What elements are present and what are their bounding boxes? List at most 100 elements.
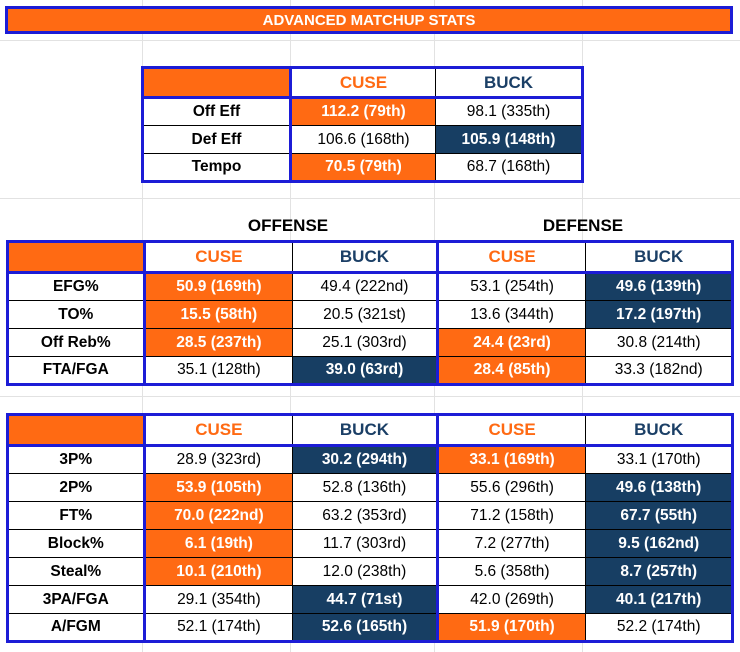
ft-defense-cuse-value: 71.2 (158th)	[436, 501, 587, 530]
row-label-to: TO%	[7, 300, 146, 329]
row-label-def-eff: Def Eff	[142, 125, 292, 154]
def-eff-buck-value: 105.9 (148th)	[435, 125, 583, 154]
row-label-tempo: Tempo	[142, 153, 292, 182]
offense-header-buck: BUCK	[292, 241, 439, 274]
3p-offense-cuse-value: 28.9 (323rd)	[143, 445, 294, 474]
row-label-3p: 3P%	[7, 445, 146, 474]
steal-defense-buck-value: 8.7 (257th)	[585, 557, 733, 586]
a-fgm-offense-buck-value: 52.6 (165th)	[292, 613, 439, 642]
row-label-off-reb: Off Reb%	[7, 328, 146, 357]
defense-header-buck: BUCK	[585, 241, 733, 274]
table-row: Off Reb% 28.5 (237th) 25.1 (303rd) 24.4 (23…	[7, 328, 733, 357]
ft-defense-buck-value: 67.7 (55th)	[585, 501, 733, 530]
table-row: 3P% 28.9 (323rd) 30.2 (294th) 33.1 (169th) 3…	[7, 445, 733, 474]
header-corner	[142, 67, 292, 99]
efg-defense-cuse-value: 53.1 (254th)	[436, 272, 587, 301]
2p-defense-cuse-value: 55.6 (296th)	[436, 473, 587, 502]
to-defense-buck-value: 17.2 (197th)	[585, 300, 733, 329]
gridline	[0, 40, 740, 41]
defense-header-buck: BUCK	[585, 414, 733, 447]
a-fgm-defense-buck-value: 52.2 (174th)	[585, 613, 733, 642]
table-row: Steal% 10.1 (210th) 12.0 (238th) 5.6 (358th…	[7, 557, 733, 586]
off-reb-offense-cuse-value: 28.5 (237th)	[143, 328, 294, 357]
2p-offense-buck-value: 52.8 (136th)	[292, 473, 439, 502]
efg-offense-cuse-value: 50.9 (169th)	[143, 272, 294, 301]
efg-offense-buck-value: 49.4 (222nd)	[292, 272, 439, 301]
2p-offense-cuse-value: 53.9 (105th)	[143, 473, 294, 502]
a-fgm-defense-cuse-value: 51.9 (170th)	[436, 613, 587, 642]
to-defense-cuse-value: 13.6 (344th)	[436, 300, 587, 329]
def-eff-cuse-value: 106.6 (168th)	[290, 125, 436, 154]
block-defense-buck-value: 9.5 (162nd)	[585, 529, 733, 558]
row-label-3pa-fga: 3PA/FGA	[7, 585, 146, 614]
steal-defense-cuse-value: 5.6 (358th)	[436, 557, 587, 586]
offense-header-cuse: CUSE	[143, 414, 294, 447]
defense-header-cuse: CUSE	[436, 241, 587, 274]
off-reb-defense-buck-value: 30.8 (214th)	[585, 328, 733, 357]
fta-fga-offense-buck-value: 39.0 (63rd)	[292, 356, 439, 385]
to-offense-buck-value: 20.5 (321st)	[292, 300, 439, 329]
table-row: 3PA/FGA 29.1 (354th) 44.7 (71st) 42.0 (269t…	[7, 585, 733, 614]
3pa-fga-defense-buck-value: 40.1 (217th)	[585, 585, 733, 614]
row-label-block: Block%	[7, 529, 146, 558]
to-offense-cuse-value: 15.5 (58th)	[143, 300, 294, 329]
tempo-buck-value: 68.7 (168th)	[435, 153, 583, 182]
ft-offense-buck-value: 63.2 (353rd)	[292, 501, 439, 530]
tempo-cuse-value: 70.5 (79th)	[290, 153, 436, 182]
steal-offense-buck-value: 12.0 (238th)	[292, 557, 439, 586]
table-row: 2P% 53.9 (105th) 52.8 (136th) 55.6 (296th) 4…	[7, 473, 733, 502]
table-row: FT% 70.0 (222nd) 63.2 (353rd) 71.2 (158th) 6…	[7, 501, 733, 530]
table-row: Off Eff 112.2 (79th) 98.1 (335th)	[142, 97, 583, 126]
3p-offense-buck-value: 30.2 (294th)	[292, 445, 439, 474]
table-row: FTA/FGA 35.1 (128th) 39.0 (63rd) 28.4 (85th…	[7, 356, 733, 385]
header-corner	[7, 241, 146, 274]
off-eff-buck-value: 98.1 (335th)	[435, 97, 583, 126]
page-title: ADVANCED MATCHUP STATS	[5, 6, 733, 34]
a-fgm-offense-cuse-value: 52.1 (174th)	[143, 613, 294, 642]
ft-offense-cuse-value: 70.0 (222nd)	[143, 501, 294, 530]
four-factors-table: CUSE BUCK CUSE BUCK EFG% 50.9 (169th) 49.4…	[6, 240, 734, 386]
defense-header-cuse: CUSE	[436, 414, 587, 447]
row-label-efg: EFG%	[7, 272, 146, 301]
row-label-off-eff: Off Eff	[142, 97, 292, 126]
block-defense-cuse-value: 7.2 (277th)	[436, 529, 587, 558]
defense-label: DEFENSE	[542, 216, 624, 235]
offense-label: OFFENSE	[247, 216, 329, 235]
table-row: Def Eff 106.6 (168th) 105.9 (148th)	[142, 125, 583, 154]
row-label-ft: FT%	[7, 501, 146, 530]
fta-fga-offense-cuse-value: 35.1 (128th)	[143, 356, 294, 385]
fta-fga-defense-buck-value: 33.3 (182nd)	[585, 356, 733, 385]
block-offense-cuse-value: 6.1 (19th)	[143, 529, 294, 558]
row-label-steal: Steal%	[7, 557, 146, 586]
table-row: TO% 15.5 (58th) 20.5 (321st) 13.6 (344th) 17…	[7, 300, 733, 329]
offense-header-cuse: CUSE	[143, 241, 294, 274]
table-row: EFG% 50.9 (169th) 49.4 (222nd) 53.1 (254th)…	[7, 272, 733, 301]
table-row: A/FGM 52.1 (174th) 52.6 (165th) 51.9 (170th…	[7, 613, 733, 642]
fta-fga-defense-cuse-value: 28.4 (85th)	[436, 356, 587, 385]
row-label-a-fgm: A/FGM	[7, 613, 146, 642]
table-row: Tempo 70.5 (79th) 68.7 (168th)	[142, 153, 583, 182]
block-offense-buck-value: 11.7 (303rd)	[292, 529, 439, 558]
3pa-fga-offense-buck-value: 44.7 (71st)	[292, 585, 439, 614]
3p-defense-cuse-value: 33.1 (169th)	[436, 445, 587, 474]
row-label-2p: 2P%	[7, 473, 146, 502]
row-label-fta-fga: FTA/FGA	[7, 356, 146, 385]
efg-defense-buck-value: 49.6 (139th)	[585, 272, 733, 301]
offense-header-buck: BUCK	[292, 414, 439, 447]
team-header-buck: BUCK	[435, 67, 583, 99]
team-header-cuse: CUSE	[290, 67, 436, 99]
off-eff-cuse-value: 112.2 (79th)	[290, 97, 436, 126]
steal-offense-cuse-value: 10.1 (210th)	[143, 557, 294, 586]
table-row: Block% 6.1 (19th) 11.7 (303rd) 7.2 (277th) 9…	[7, 529, 733, 558]
off-reb-offense-buck-value: 25.1 (303rd)	[292, 328, 439, 357]
header-corner	[7, 414, 146, 447]
misc-stats-table: CUSE BUCK CUSE BUCK 3P% 28.9 (323rd) 30.2 …	[6, 413, 734, 643]
3pa-fga-defense-cuse-value: 42.0 (269th)	[436, 585, 587, 614]
off-reb-defense-cuse-value: 24.4 (23rd)	[436, 328, 587, 357]
3pa-fga-offense-cuse-value: 29.1 (354th)	[143, 585, 294, 614]
summary-table: CUSE BUCK Off Eff 112.2 (79th) 98.1 (335th…	[141, 66, 584, 183]
gridline	[0, 198, 740, 199]
2p-defense-buck-value: 49.6 (138th)	[585, 473, 733, 502]
gridline	[0, 396, 740, 397]
3p-defense-buck-value: 33.1 (170th)	[585, 445, 733, 474]
